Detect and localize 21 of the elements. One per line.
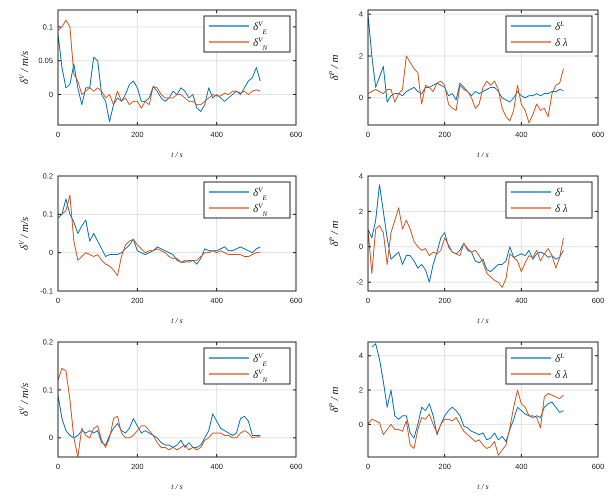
line-series xyxy=(58,394,261,448)
line-series xyxy=(371,343,564,442)
legend-label: δ$^{L}$ xyxy=(555,20,564,33)
x-axis-title: t / s xyxy=(171,316,183,325)
line-series xyxy=(368,184,564,283)
legend-label: δ$^{L}$ xyxy=(555,352,564,365)
legend-label: δ λ xyxy=(555,368,568,381)
legend-label: δ λ xyxy=(555,202,568,215)
legend-label: δ$^{L}$ xyxy=(555,186,564,199)
line-series xyxy=(368,56,564,124)
x-axis-title: t / s xyxy=(477,482,489,491)
x-axis-title: t / s xyxy=(171,150,183,159)
line-series xyxy=(58,198,261,265)
line-series xyxy=(58,20,261,109)
legend-label: δ λ xyxy=(555,36,568,49)
x-axis-title: t / s xyxy=(477,316,489,325)
line-series xyxy=(368,390,564,456)
line-series xyxy=(58,194,261,276)
x-axis-title: t / s xyxy=(477,150,489,159)
line-series xyxy=(58,368,261,457)
x-axis-title: t / s xyxy=(171,482,183,491)
